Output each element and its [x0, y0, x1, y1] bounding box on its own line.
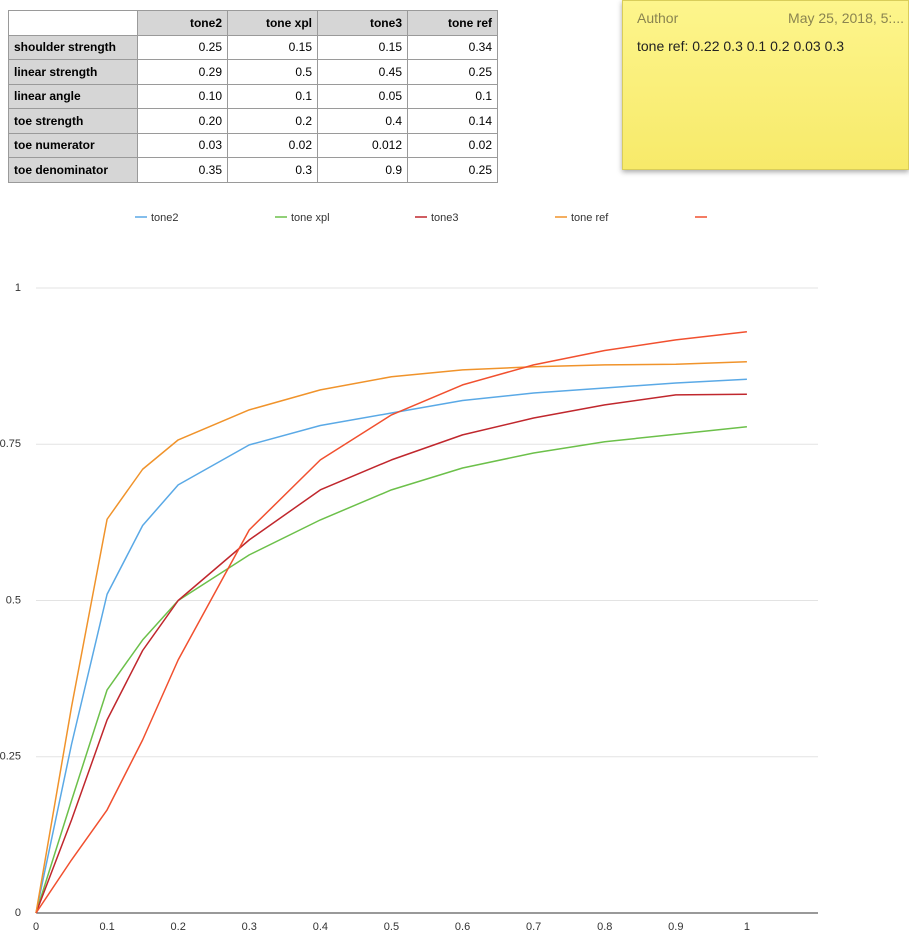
- legend-label: tone3: [431, 212, 459, 224]
- table-cell[interactable]: 0.25: [137, 34, 228, 60]
- table-row: toe denominator 0.35 0.3 0.9 0.25: [8, 157, 498, 183]
- note-text: tone ref: 0.22 0.3 0.1 0.2 0.03 0.3: [637, 38, 845, 54]
- data-table: tone2 tone xpl tone3 tone ref shoulder stren…: [8, 10, 498, 183]
- x-tick-label: 0.3: [242, 921, 257, 933]
- table-cell[interactable]: 0.15: [227, 34, 318, 60]
- table-cell[interactable]: linear angle: [8, 83, 138, 109]
- table-cell[interactable]: 0.15: [317, 34, 408, 60]
- table-cell[interactable]: shoulder strength: [8, 34, 138, 60]
- series-line: [35, 393, 747, 914]
- table-cell[interactable]: 0.34: [407, 34, 498, 60]
- table-cell[interactable]: 0.35: [137, 157, 228, 183]
- table-cell[interactable]: 0.4: [317, 108, 408, 134]
- table-row: linear strength 0.29 0.5 0.45 0.25: [8, 59, 498, 85]
- legend-label: tone ref: [571, 212, 609, 224]
- table-cell[interactable]: 0.012: [317, 132, 408, 158]
- table-cell[interactable]: 0.25: [407, 59, 498, 85]
- table-cell[interactable]: toe strength: [8, 108, 138, 134]
- x-tick-label: 0.4: [313, 921, 328, 933]
- legend-label: tone xpl: [291, 212, 330, 224]
- x-tick-label: 0.7: [526, 921, 541, 933]
- table-cell[interactable]: 0.02: [407, 132, 498, 158]
- table-cell[interactable]: tone3: [317, 10, 408, 36]
- x-tick-label: 0.9: [668, 921, 683, 933]
- table-row: shoulder strength 0.25 0.15 0.15 0.34: [8, 34, 498, 60]
- table-row: linear angle 0.10 0.1 0.05 0.1: [8, 83, 498, 109]
- sticky-note[interactable]: Author May 25, 2018, 5:... tone ref: 0.2…: [622, 0, 909, 170]
- table-cell[interactable]: 0.1: [227, 83, 318, 109]
- note-date: May 25, 2018, 5:...: [788, 10, 904, 26]
- table-cell[interactable]: 0.25: [407, 157, 498, 183]
- x-tick-label: 0.8: [597, 921, 612, 933]
- table-cell[interactable]: toe numerator: [8, 132, 138, 158]
- table-row: toe strength 0.20 0.2 0.4 0.14: [8, 108, 498, 134]
- series-line: [35, 378, 747, 914]
- table-cell[interactable]: 0.14: [407, 108, 498, 134]
- series-line: [35, 361, 747, 914]
- table-cell[interactable]: 0.03: [137, 132, 228, 158]
- table-cell[interactable]: 0.1: [407, 83, 498, 109]
- legend-label: tone2: [151, 212, 179, 224]
- table-cell[interactable]: linear strength: [8, 59, 138, 85]
- table-cell[interactable]: toe denominator: [8, 157, 138, 183]
- table-cell[interactable]: [8, 10, 138, 36]
- table-cell[interactable]: tone xpl: [227, 10, 318, 36]
- series-line: [35, 426, 747, 914]
- note-author: Author: [637, 10, 679, 26]
- table-row: toe numerator 0.03 0.02 0.012 0.02: [8, 132, 498, 158]
- table-cell[interactable]: 0.05: [317, 83, 408, 109]
- x-tick-label: 1: [744, 921, 750, 933]
- table-cell[interactable]: 0.45: [317, 59, 408, 85]
- y-tick-label: 0: [15, 907, 21, 919]
- table-cell[interactable]: 0.2: [227, 108, 318, 134]
- table-cell[interactable]: 0.20: [137, 108, 228, 134]
- table-row: tone2 tone xpl tone3 tone ref: [8, 10, 498, 36]
- x-tick-label: 0.1: [99, 921, 114, 933]
- y-tick-label: 1: [15, 282, 21, 294]
- x-tick-label: 0.6: [455, 921, 470, 933]
- table-cell[interactable]: 0.10: [137, 83, 228, 109]
- x-tick-label: 0: [33, 921, 39, 933]
- x-tick-label: 0.2: [171, 921, 186, 933]
- y-tick-label: 0.25: [0, 751, 21, 763]
- table-cell[interactable]: 0.02: [227, 132, 318, 158]
- table-cell[interactable]: 0.9: [317, 157, 408, 183]
- table-cell[interactable]: 0.29: [137, 59, 228, 85]
- y-tick-label: 0.5: [6, 594, 21, 606]
- series-line: [35, 331, 747, 914]
- x-tick-label: 0.5: [384, 921, 399, 933]
- y-tick-label: 0.75: [0, 438, 21, 450]
- table-cell[interactable]: 0.5: [227, 59, 318, 85]
- table-cell[interactable]: tone ref: [407, 10, 498, 36]
- table-cell[interactable]: 0.3: [227, 157, 318, 183]
- table-cell[interactable]: tone2: [137, 10, 228, 36]
